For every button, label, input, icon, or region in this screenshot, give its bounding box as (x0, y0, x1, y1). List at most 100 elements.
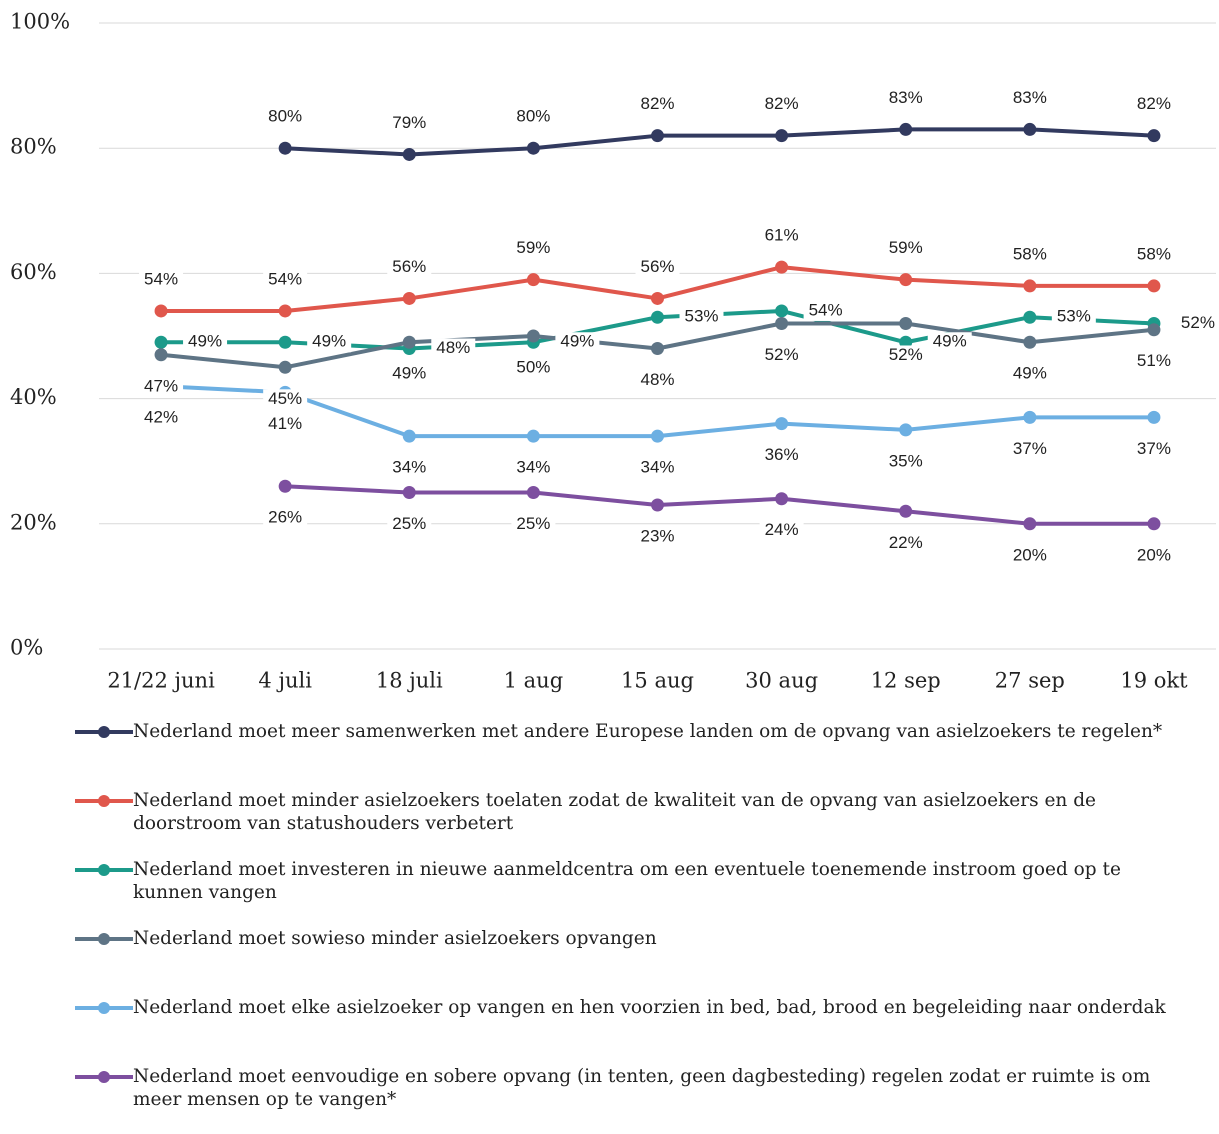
point (651, 291, 664, 305)
point (775, 316, 789, 330)
point (651, 429, 664, 443)
point (775, 260, 789, 274)
label-bg (803, 300, 848, 321)
label-bg (1131, 439, 1176, 460)
point (402, 335, 416, 349)
data-label: 23% (640, 527, 674, 546)
label-bg (1007, 545, 1052, 566)
point (775, 129, 789, 143)
point (278, 335, 292, 349)
point (1023, 410, 1037, 424)
label-bg (1131, 244, 1176, 265)
data-label: 22% (889, 533, 923, 552)
label-bg (759, 345, 804, 366)
data-label: 45% (268, 389, 302, 408)
data-label: 83% (889, 88, 923, 107)
data-label: 52% (765, 345, 799, 364)
data-label: 37% (1013, 439, 1047, 458)
data-label: 20% (1013, 545, 1047, 564)
point (402, 291, 416, 305)
point (1023, 517, 1037, 531)
label-bg (883, 533, 928, 554)
data-label: 52% (1181, 313, 1215, 332)
label-bg (635, 370, 680, 391)
point (1147, 279, 1161, 293)
data-label: 36% (765, 445, 799, 464)
point (526, 141, 540, 155)
point (402, 429, 416, 443)
point (1023, 335, 1037, 349)
point (899, 273, 913, 287)
label-bg (263, 107, 308, 128)
point (1023, 279, 1037, 293)
series-line (285, 127, 1155, 157)
data-label: 61% (765, 226, 799, 245)
data-label: 82% (765, 94, 799, 113)
data-label: 59% (516, 238, 550, 257)
label-bg (1131, 351, 1176, 372)
point (1147, 129, 1161, 143)
data-label: 42% (144, 408, 178, 427)
label-bg (635, 458, 680, 479)
x-tick-label: 18 juli (376, 669, 443, 693)
data-label: 35% (889, 451, 923, 470)
label-bg (1007, 88, 1052, 109)
x-tick-label: 30 aug (745, 669, 818, 693)
data-label: 56% (392, 257, 426, 276)
data-label: 53% (1057, 307, 1091, 326)
legend-item: Nederland moet sowieso minder asielzoeke… (75, 927, 1185, 996)
point (402, 486, 416, 499)
point (775, 492, 789, 506)
y-tick-label: 20% (10, 510, 57, 534)
point (526, 273, 540, 287)
label-bg (555, 332, 600, 353)
label-bg (635, 94, 680, 115)
data-label: 53% (684, 307, 718, 326)
legend-swatch (75, 720, 133, 743)
label-bg (431, 338, 476, 359)
data-label: 56% (640, 257, 674, 276)
point (775, 417, 789, 431)
data-label: 58% (1137, 244, 1171, 263)
y-tick-label: 0% (10, 636, 43, 660)
label-bg (387, 458, 432, 479)
data-label: 49% (312, 332, 346, 351)
point (1147, 517, 1161, 531)
data-label: 49% (188, 332, 222, 351)
data-label: 83% (1013, 88, 1047, 107)
label-bg (883, 345, 928, 366)
label-bg (1131, 545, 1176, 566)
data-label: 50% (516, 357, 550, 376)
series-line (160, 384, 1154, 439)
legend-label: Nederland moet investeren in nieuwe aanm… (133, 859, 1121, 903)
point (775, 304, 789, 318)
legend-label: Nederland moet elke asielzoeker op vange… (133, 997, 1166, 1018)
data-label: 49% (933, 332, 967, 351)
data-label: 82% (1137, 94, 1171, 113)
label-bg (263, 508, 308, 529)
label-bg (511, 238, 556, 259)
label-bg (387, 257, 432, 278)
legend-label: Nederland moet eenvoudige en sobere opva… (133, 1066, 1151, 1110)
point (899, 504, 913, 518)
label-bg (1007, 244, 1052, 265)
legend: Nederland moet meer samenwerken met ande… (75, 720, 1185, 1134)
point (651, 129, 664, 143)
legend-item: Nederland moet minder asielzoekers toela… (75, 789, 1185, 858)
point (154, 304, 168, 318)
label-bg (139, 269, 184, 290)
data-label: 54% (268, 269, 302, 288)
legend-item: Nederland moet elke asielzoeker op vange… (75, 996, 1185, 1065)
label-bg (387, 113, 432, 134)
point (278, 304, 292, 318)
data-label: 24% (765, 520, 799, 539)
point (899, 423, 913, 437)
y-tick-label: 100% (10, 10, 70, 34)
legend-label: Nederland moet sowieso minder asielzoeke… (133, 928, 657, 949)
label-bg (511, 358, 556, 378)
data-label: 80% (268, 107, 302, 126)
label-bg (635, 257, 680, 278)
label-bg (1007, 364, 1052, 385)
point (651, 498, 664, 512)
